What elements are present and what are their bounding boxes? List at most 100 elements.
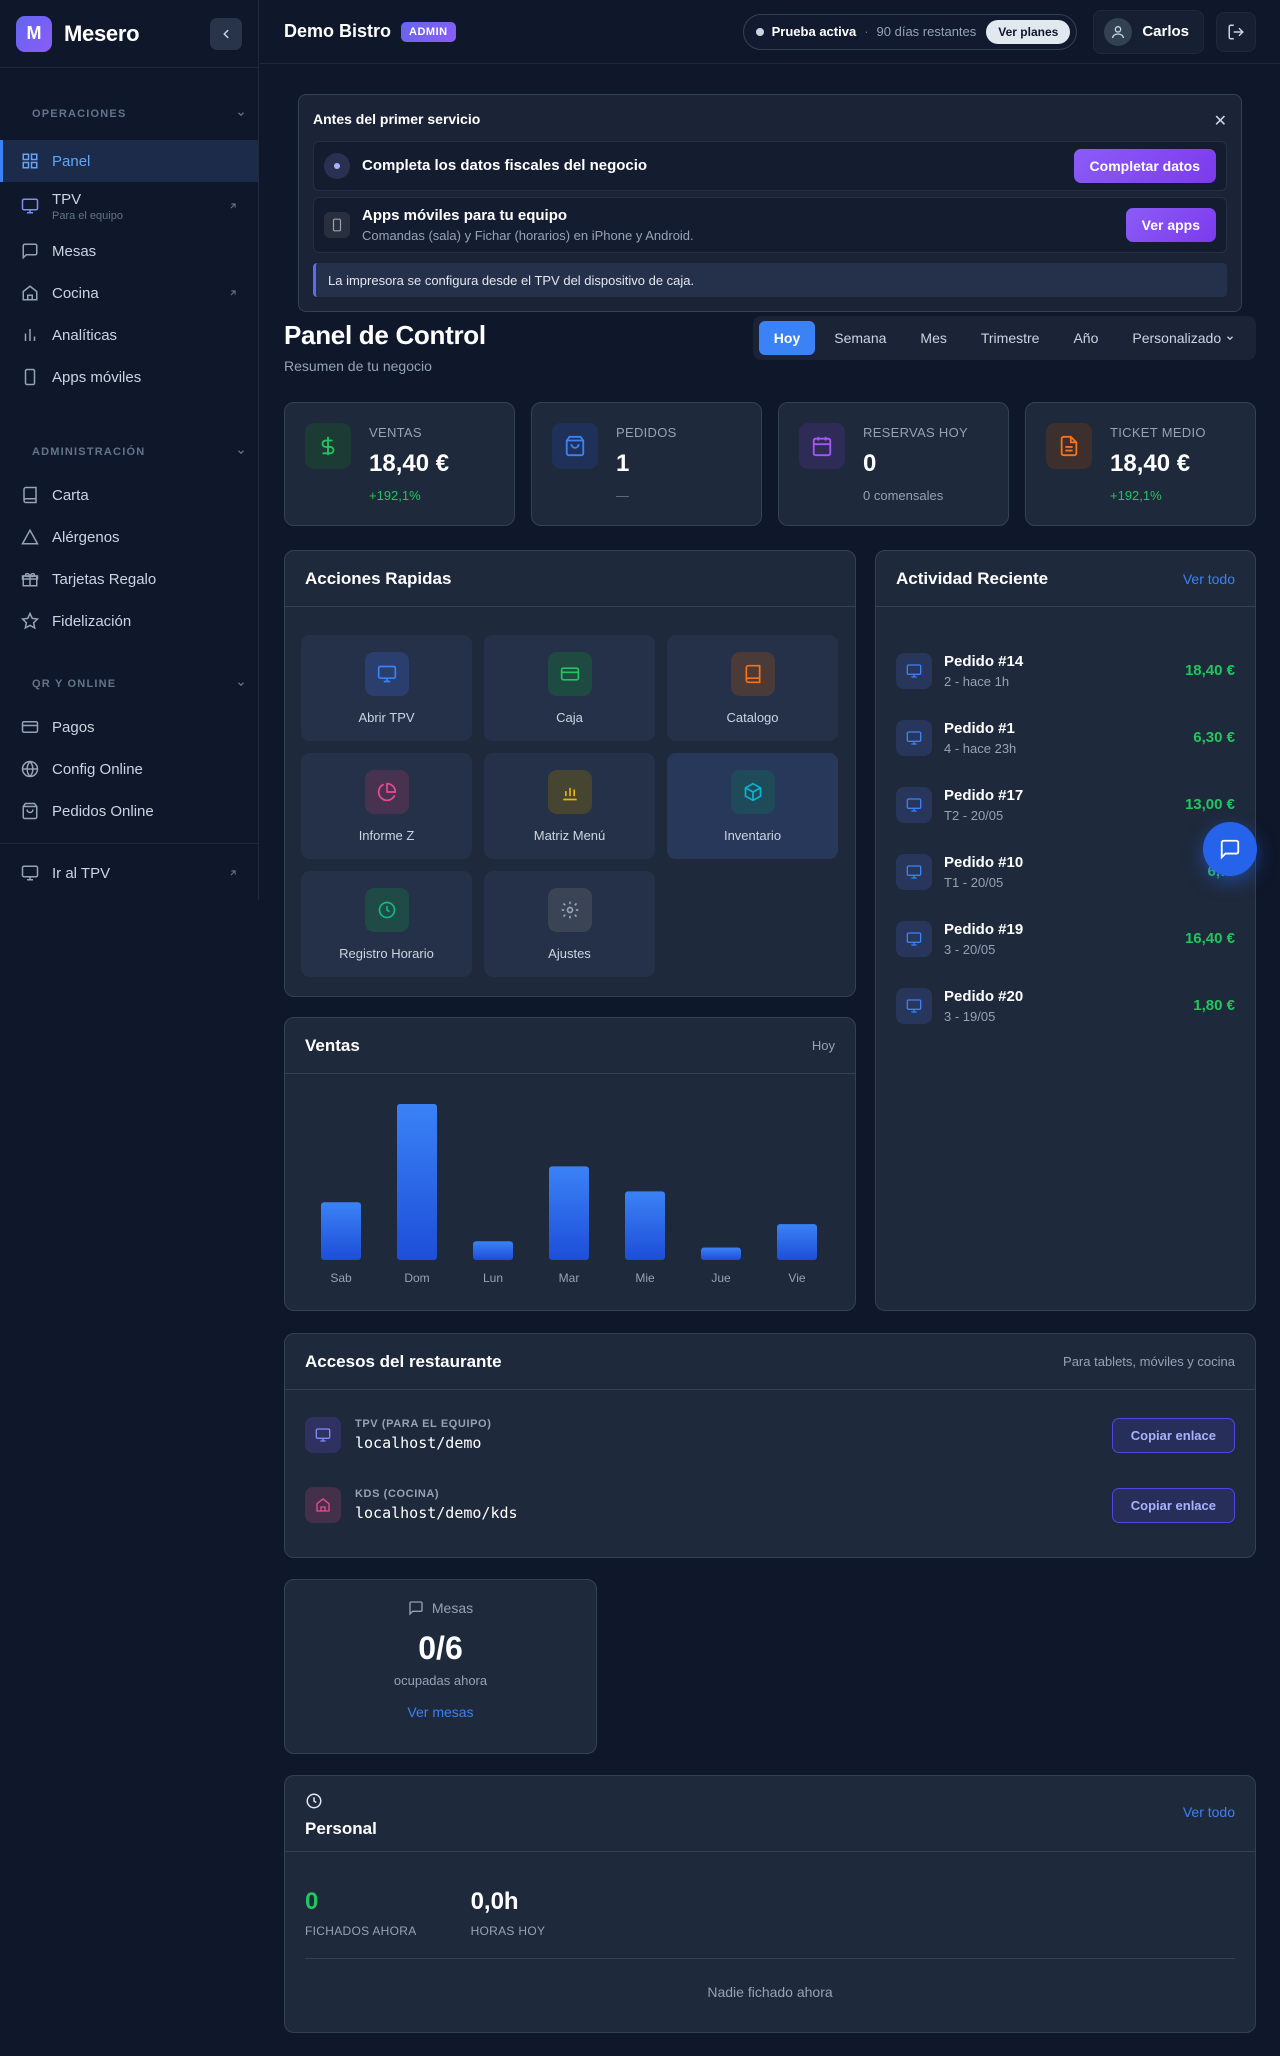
sidebar-item-cocina[interactable]: Cocina: [0, 272, 258, 314]
quick-action-inventario[interactable]: Inventario: [667, 753, 838, 859]
calendar-icon: [799, 423, 845, 469]
stat-card-ventas: VENTAS 18,40 € +192,1%: [284, 402, 515, 526]
ver-planes-button[interactable]: Ver planes: [986, 19, 1071, 44]
tab-ano[interactable]: Año: [1073, 330, 1099, 346]
x-tick-label: Sab: [330, 1271, 352, 1285]
user-name: Carlos: [1142, 23, 1189, 40]
panel-title: Accesos del restaurante: [305, 1351, 502, 1371]
sidebar-item-config-online[interactable]: Config Online: [0, 748, 258, 790]
ver-todo-link[interactable]: Ver todo: [1182, 1804, 1235, 1820]
chat-icon: [1220, 839, 1240, 860]
section-operaciones[interactable]: OPERACIONES: [0, 102, 258, 126]
activity-item[interactable]: Pedido #19 3 - 20/05 16,40 €: [896, 905, 1235, 972]
chart-bar-dom[interactable]: [397, 1104, 437, 1260]
copiar-enlace-button[interactable]: Copiar enlace: [1111, 1487, 1235, 1523]
panel-title: Acciones Rapidas: [305, 568, 452, 588]
mesas-occupancy: 0/6: [418, 1630, 463, 1666]
section-qr-online[interactable]: QR Y ONLINE: [0, 672, 258, 696]
sidebar-item-carta[interactable]: Carta: [0, 474, 258, 516]
task-title: Apps móviles para tu equipo: [362, 207, 568, 224]
copiar-enlace-button[interactable]: Copiar enlace: [1111, 1417, 1235, 1453]
activity-item[interactable]: Pedido #1 4 - hace 23h 6,30 €: [896, 704, 1235, 771]
sidebar-item-ir-al-tpv[interactable]: Ir al TPV: [0, 852, 258, 894]
sidebar-item-label: Pedidos Online: [52, 802, 154, 820]
quick-action-registro-horario[interactable]: Registro Horario: [301, 871, 472, 977]
gear-icon: [547, 887, 592, 932]
stat-card-ticket-medio: TICKET MEDIO 18,40 € +192,1%: [1025, 402, 1256, 526]
chart-bar-sab[interactable]: [321, 1202, 361, 1260]
close-icon[interactable]: ✕: [1213, 113, 1227, 130]
brand-name[interactable]: Mesero: [64, 20, 140, 46]
monitor-icon: [305, 1417, 341, 1453]
tab-personalizado[interactable]: Personalizado: [1117, 321, 1250, 355]
empty-state: Nadie fichado ahora: [707, 1984, 833, 2000]
sidebar-item-panel[interactable]: Panel: [0, 140, 258, 182]
brand-logo[interactable]: M: [16, 15, 52, 52]
ver-mesas-link[interactable]: Ver mesas: [407, 1704, 474, 1720]
fichados-label: FICHADOS AHORA: [305, 1924, 417, 1938]
ver-apps-button[interactable]: Ver apps: [1125, 208, 1216, 242]
sidebar-item-tpv[interactable]: TPV Para el equipo: [0, 182, 258, 230]
sidebar-item-sublabel: Para el equipo: [52, 209, 123, 222]
quick-action-label: Informe Z: [358, 827, 415, 843]
quick-action-label: Ajustes: [548, 945, 591, 961]
order-amount: 16,40 €: [1184, 930, 1235, 947]
activity-item[interactable]: Pedido #17 T2 - 20/05 13,00 €: [896, 771, 1235, 838]
chart-bar-mie[interactable]: [625, 1191, 665, 1260]
sidebar-item-apps-moviles[interactable]: Apps móviles: [0, 356, 258, 398]
card-icon: [20, 717, 40, 737]
stat-value: 0: [863, 450, 877, 477]
ver-todo-link[interactable]: Ver todo: [1182, 570, 1235, 587]
sidebar: M Mesero OPERACIONES Panel TPV Para el eq…: [0, 0, 259, 900]
sidebar-item-pagos[interactable]: Pagos: [0, 706, 258, 748]
chart-bar-jue[interactable]: [701, 1247, 741, 1260]
order-title: Pedido #19: [944, 920, 1024, 938]
access-label: TPV (PARA EL EQUIPO): [355, 1418, 492, 1430]
chart-bar-lun[interactable]: [473, 1241, 513, 1260]
section-administracion[interactable]: ADMINISTRACIÓN: [0, 440, 258, 464]
chart-bar-mar[interactable]: [549, 1166, 589, 1260]
collapse-sidebar-button[interactable]: [210, 17, 242, 50]
sidebar-item-fidelizacion[interactable]: Fidelización: [0, 600, 258, 642]
fichados-value: 0: [305, 1888, 319, 1915]
quick-action-abrir-tpv[interactable]: Abrir TPV: [301, 635, 472, 741]
x-tick-label: Jue: [711, 1271, 731, 1285]
tab-label: Personalizado: [1132, 330, 1222, 346]
order-title: Pedido #14: [944, 652, 1024, 670]
quick-action-ajustes[interactable]: Ajustes: [484, 871, 655, 977]
mesas-subtitle: ocupadas ahora: [393, 1673, 488, 1688]
tab-trimestre[interactable]: Trimestre: [980, 330, 1040, 346]
sidebar-item-alergenos[interactable]: Alérgenos: [0, 516, 258, 558]
monitor-icon: [896, 652, 932, 689]
bag-icon: [20, 801, 40, 821]
quick-action-caja[interactable]: Caja: [484, 635, 655, 741]
sidebar-item-tarjetas-regalo[interactable]: Tarjetas Regalo: [0, 558, 258, 600]
cube-icon: [730, 769, 775, 814]
order-title: Pedido #20: [944, 987, 1024, 1005]
bag-icon: [552, 423, 598, 469]
completar-datos-button[interactable]: Completar datos: [1073, 149, 1216, 183]
tab-mes[interactable]: Mes: [920, 330, 947, 346]
logout-button[interactable]: [1216, 11, 1256, 52]
role-badge: ADMIN: [401, 21, 456, 42]
user-menu-button[interactable]: Carlos: [1093, 9, 1204, 54]
quick-action-matriz-menu[interactable]: Matriz Menú: [484, 753, 655, 859]
card-icon: [547, 651, 592, 696]
sidebar-item-pedidos-online[interactable]: Pedidos Online: [0, 790, 258, 832]
quick-action-catalogo[interactable]: Catalogo: [667, 635, 838, 741]
chart-bar-vie[interactable]: [777, 1224, 817, 1260]
tab-semana[interactable]: Semana: [834, 330, 887, 346]
period-tabs: Hoy Semana Mes Trimestre Año Personaliza…: [752, 316, 1256, 360]
tab-hoy[interactable]: Hoy: [758, 321, 816, 355]
activity-item[interactable]: Pedido #14 2 - hace 1h 18,40 €: [896, 637, 1235, 704]
activity-item[interactable]: Pedido #20 3 - 19/05 1,80 €: [896, 972, 1235, 1039]
external-link-icon: [228, 198, 238, 215]
monitor-icon: [896, 719, 932, 756]
sidebar-item-mesas[interactable]: Mesas: [0, 230, 258, 272]
clock-icon: [306, 1793, 322, 1809]
sidebar-item-analiticas[interactable]: Analíticas: [0, 314, 258, 356]
quick-action-informe-z[interactable]: Informe Z: [301, 753, 472, 859]
stat-card-pedidos: PEDIDOS 1 —: [531, 402, 762, 526]
chat-fab-button[interactable]: [1203, 822, 1257, 876]
